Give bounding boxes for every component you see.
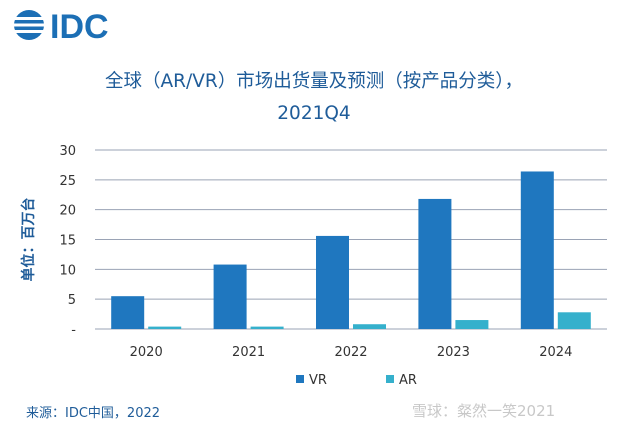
chart-title-line2: 2021Q4 (277, 103, 351, 124)
bar-vr-2020 (111, 296, 145, 329)
legend-item-vr: VR (296, 373, 327, 388)
bar-ar-2021 (250, 326, 284, 329)
idc-logo: IDC (14, 8, 109, 42)
legend-label: AR (399, 373, 417, 388)
bar-ar-2023 (455, 320, 489, 329)
watermark: 雪球：粲然一笑2021 (412, 402, 556, 420)
bar-vr-2024 (520, 171, 554, 329)
legend-swatch (296, 375, 304, 383)
legend-item-ar: AR (386, 373, 417, 388)
chart-title: 全球（AR/VR）市场出货量及预测（按产品分类）， 2021Q4 (0, 66, 628, 130)
legend-label: VR (309, 373, 327, 388)
bar-vr-2021 (213, 264, 247, 329)
globe-icon (14, 10, 44, 40)
y-tick-label: 25 (59, 174, 76, 189)
bar-ar-2024 (557, 312, 591, 329)
logo-text: IDC (50, 8, 109, 42)
bar-ar-2020 (148, 326, 182, 329)
legend: VR AR (296, 373, 417, 388)
y-tick-label: 20 (59, 204, 76, 219)
source-note: 来源：IDC中国，2022 (26, 406, 161, 421)
bar-ar-2022 (353, 324, 386, 329)
x-tick-label: 2024 (539, 345, 572, 360)
y-tick-label: - (71, 323, 76, 338)
bars (111, 171, 591, 329)
bar-vr-2023 (418, 198, 452, 329)
y-axis-label: 单位：百万台 (20, 198, 37, 282)
y-tick-label: 5 (68, 293, 76, 308)
y-tick-label: 15 (59, 234, 76, 249)
y-tick-label: 10 (59, 263, 76, 278)
legend-swatch (386, 375, 394, 383)
chart-title-line1: 全球（AR/VR）市场出货量及预测（按产品分类）， (104, 71, 523, 92)
x-tick-label: 2021 (232, 345, 265, 360)
x-axis-ticks: 2020 2021 2022 2023 2024 (130, 345, 573, 360)
y-axis-ticks: - 5 10 15 20 25 30 (59, 144, 76, 338)
bar-vr-2022 (316, 235, 349, 329)
x-tick-label: 2022 (334, 345, 367, 360)
y-tick-label: 30 (59, 144, 76, 159)
x-tick-label: 2023 (437, 345, 470, 360)
x-tick-label: 2020 (130, 345, 163, 360)
